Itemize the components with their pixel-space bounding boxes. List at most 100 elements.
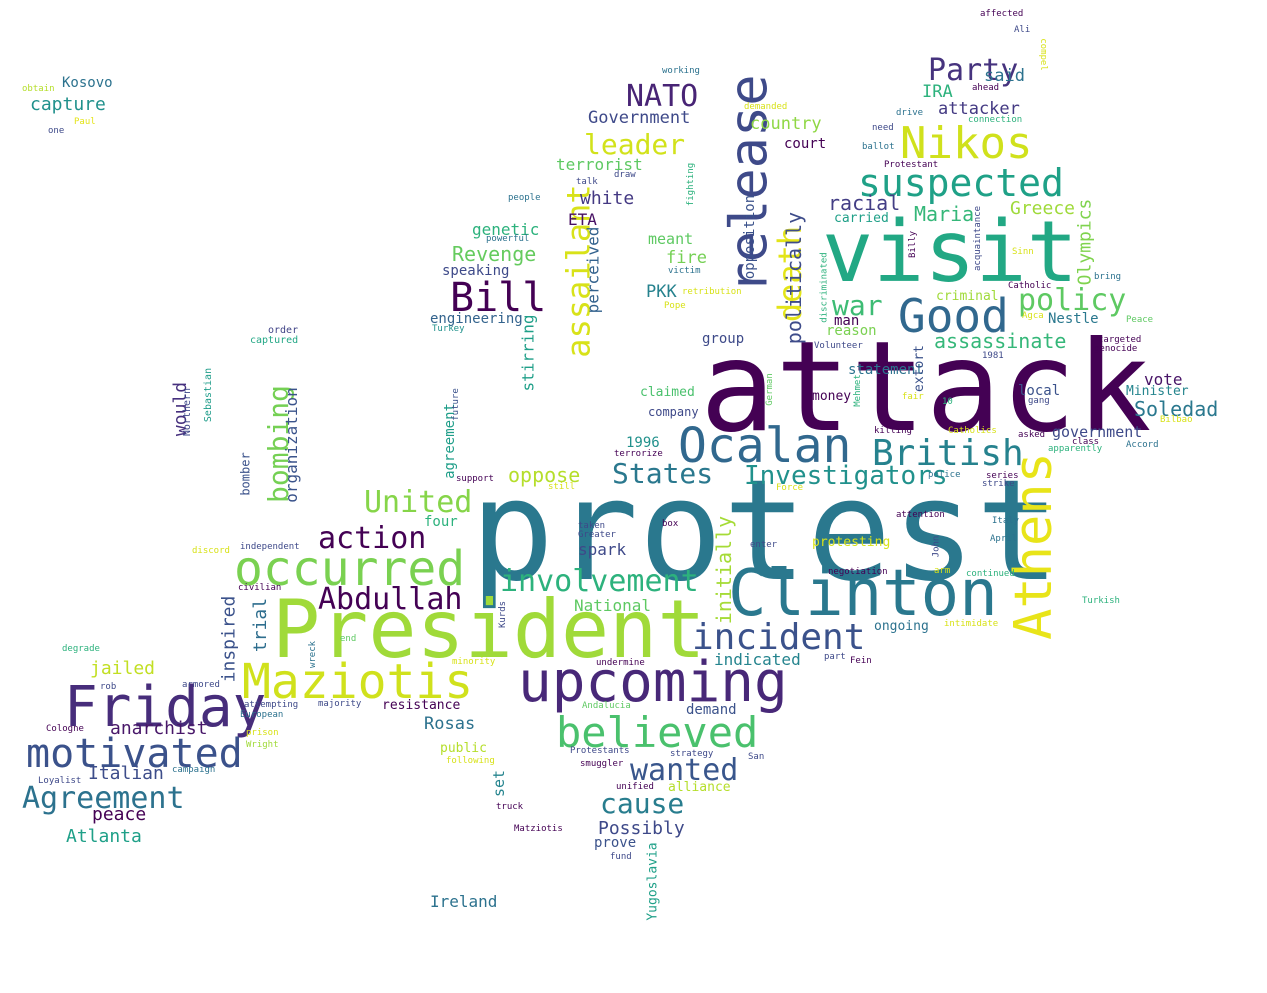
cloud-word: Maria <box>914 202 975 226</box>
cloud-word: strike <box>982 479 1015 489</box>
cloud-word: Loyalist <box>38 776 82 786</box>
cloud-word: box <box>662 519 679 529</box>
cloud-word: company <box>648 405 699 419</box>
cloud-word: degrade <box>62 644 100 654</box>
cloud-word: cause <box>600 787 685 820</box>
cloud-word: fire <box>666 248 707 268</box>
cloud-word: European <box>240 710 284 720</box>
cloud-word: captured <box>250 335 299 346</box>
cloud-word: politically <box>782 211 807 345</box>
cloud-word: said <box>984 66 1025 86</box>
cloud-word: Pope <box>664 301 686 311</box>
cloud-word: genetic <box>472 220 540 239</box>
cloud-word: engineering <box>430 311 523 327</box>
cloud-word: ahead <box>972 83 1000 93</box>
cloud-word: talk <box>576 177 598 187</box>
cloud-word: class <box>1072 437 1100 447</box>
cloud-word: Ali <box>1014 25 1031 35</box>
cloud-word: Maziotis <box>242 654 474 710</box>
cloud-word: John <box>931 535 942 558</box>
cloud-word: Catholic <box>1008 281 1052 291</box>
cloud-word: campaign <box>172 765 216 775</box>
cloud-word: asked <box>1018 430 1046 440</box>
cloud-word: Greece <box>1010 198 1076 219</box>
cloud-word: compel <box>1037 38 1048 71</box>
cloud-word: enter <box>750 540 778 550</box>
cloud-word: strategy <box>670 749 714 759</box>
cloud-word: public <box>440 741 487 756</box>
cloud-word: Rosas <box>424 714 476 734</box>
cloud-word: Investigators <box>744 461 948 491</box>
cloud-word: Nestle <box>1048 311 1099 327</box>
cloud-word: fair <box>902 392 924 402</box>
cloud-word: Cologne <box>46 724 84 734</box>
cloud-word: killing <box>874 426 912 436</box>
cloud-word: truck <box>496 802 524 812</box>
cloud-word: people <box>508 193 541 203</box>
cloud-word: speaking <box>442 263 510 279</box>
cloud-word: Kurds <box>498 600 509 629</box>
cloud-word: negotiation <box>828 567 888 577</box>
cloud-word: stirring <box>518 314 538 392</box>
cloud-word: still <box>548 482 576 492</box>
cloud-word: acquaintance <box>973 205 984 272</box>
cloud-word: German <box>764 373 775 406</box>
cloud-word: Possibly <box>598 818 685 839</box>
cloud-word: discord <box>192 546 230 556</box>
cloud-word: spark <box>578 540 627 559</box>
cloud-word: Clinton <box>728 557 998 631</box>
cloud-word: draw <box>614 170 636 180</box>
cloud-word: attempting <box>244 700 299 710</box>
cloud-word: NATO <box>626 79 699 114</box>
cloud-word: Turkish <box>1082 596 1120 606</box>
cloud-word: capture <box>30 94 106 115</box>
cloud-word: Italy <box>992 516 1020 526</box>
cloud-word: IRA <box>922 82 953 102</box>
cloud-word: demand <box>686 702 737 718</box>
cloud-word: money <box>812 389 852 404</box>
cloud-word: Minister <box>1126 384 1189 399</box>
cloud-word: alliance <box>668 780 731 795</box>
cloud-word: Greater <box>578 530 616 540</box>
cloud-word: meant <box>648 230 694 248</box>
cloud-word: Government <box>588 108 691 128</box>
cloud-word: white <box>580 188 635 209</box>
cloud-word: Soledad <box>1134 397 1219 421</box>
cloud-word: civilian <box>238 583 282 593</box>
cloud-word: Force <box>776 483 804 493</box>
cloud-word: order <box>268 325 299 336</box>
cloud-word: occurred <box>234 541 466 597</box>
cloud-word: victim <box>668 266 701 276</box>
cloud-word: police <box>928 470 961 480</box>
cloud-word: Good <box>898 289 1009 343</box>
cloud-word: Italian <box>88 763 164 784</box>
cloud-word: resistance <box>382 698 461 713</box>
cloud-word: retribution <box>682 287 742 297</box>
cloud-word: extort <box>911 345 927 392</box>
cloud-word: armored <box>182 680 220 690</box>
cloud-word: independent <box>240 542 300 552</box>
cloud-word: Bill <box>450 275 547 321</box>
cloud-word: action <box>318 521 427 556</box>
cloud-word: court <box>784 136 827 152</box>
cloud-word: bomber <box>238 452 253 496</box>
cloud-word: Bilbao <box>1160 415 1193 425</box>
cloud-word: terrorist <box>556 155 643 174</box>
cloud-word: States <box>612 457 714 490</box>
cloud-word: gang <box>1028 396 1050 406</box>
cloud-word: Andalucia <box>582 701 631 711</box>
cloud-word: part <box>824 652 846 662</box>
cloud-word: Ocalan <box>678 418 852 474</box>
cloud-word: reason <box>826 323 877 339</box>
cloud-word: motivated <box>26 731 243 777</box>
cloud-word: continued <box>966 569 1015 579</box>
cloud-word: oppose <box>508 463 581 487</box>
cloud-word: Paul <box>74 117 96 127</box>
cloud-word: statement <box>848 362 924 378</box>
cloud-word: ETA <box>568 210 597 229</box>
cloud-word: Agreement <box>22 781 185 816</box>
cloud-word: criminal <box>936 289 999 304</box>
cloud-word: minority <box>452 657 496 667</box>
cloud-word: wreck <box>308 640 319 669</box>
